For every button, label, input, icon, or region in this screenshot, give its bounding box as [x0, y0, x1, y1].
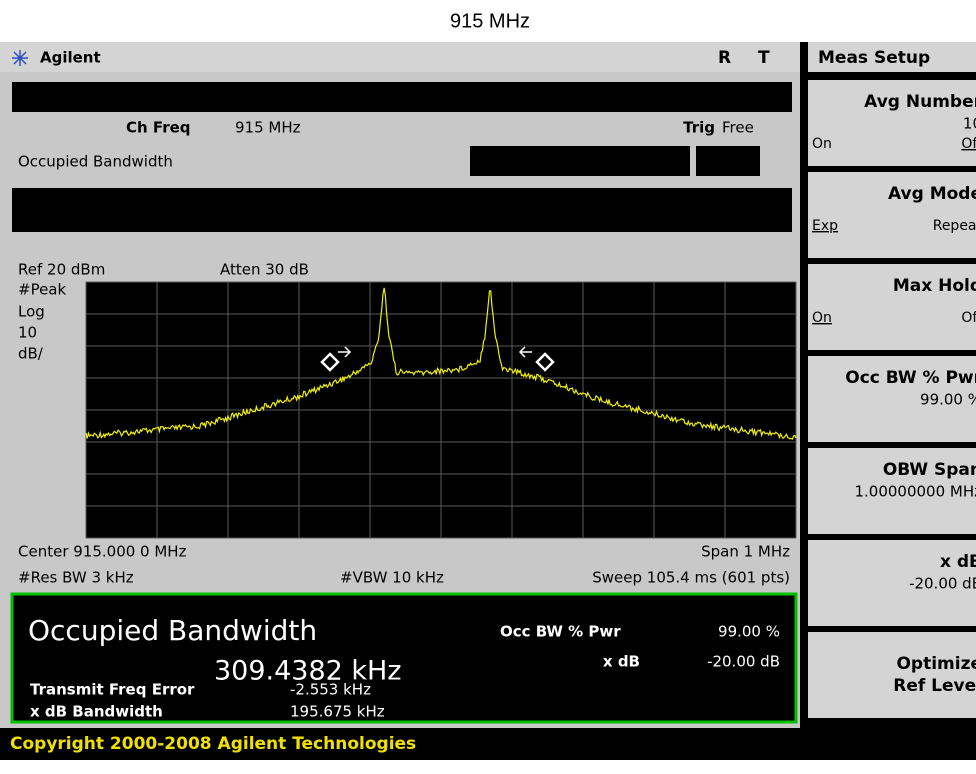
label: x dB	[603, 653, 640, 671]
menu-title: Meas Setup	[818, 48, 930, 68]
vbw: #VBW 10 kHz	[340, 569, 444, 587]
softkey-option: Repeat	[933, 218, 976, 234]
softkey-label: OBW Span	[883, 460, 976, 480]
page-title: 915 MHz	[450, 10, 530, 32]
softkey-face	[808, 264, 976, 350]
grid	[85, 281, 797, 539]
softkey-option: On	[812, 136, 832, 152]
value: 99.00 %	[718, 623, 780, 641]
softkey-label: Optimize	[896, 654, 976, 674]
softkey-option: Off	[961, 310, 976, 326]
softkey-label: x dB	[940, 552, 976, 572]
softkey-label: Ref Level	[893, 676, 976, 696]
bandwidth: 309.4382 kHz	[214, 656, 402, 687]
softkey-face	[808, 356, 976, 442]
softkey[interactable]: OBW Span 1.00000000 MHz	[808, 448, 976, 534]
softkey-label: Avg Number	[864, 92, 976, 112]
black-field	[12, 82, 792, 112]
softkey-label: Occ BW % Pwr	[845, 368, 976, 388]
value: -20.00 dB	[707, 653, 780, 671]
softkey[interactable]: Avg Mode Exp Repeat	[808, 172, 976, 258]
detector: #Peak	[18, 281, 66, 299]
softkey-face	[808, 632, 976, 718]
center-freq: Center 915.000 0 MHz	[18, 543, 187, 561]
indicator: R	[718, 48, 731, 68]
softkey-option: Exp	[812, 218, 838, 234]
softkey-value: 1.00000000 MHz	[854, 483, 976, 501]
attenuation: Atten 30 dB	[220, 261, 309, 279]
menu-header	[808, 42, 976, 72]
label: Occ BW % Pwr	[500, 623, 621, 641]
sweep: Sweep 105.4 ms (601 pts)	[592, 569, 790, 587]
res-bw: #Res BW 3 kHz	[18, 569, 134, 587]
black-field	[696, 146, 760, 176]
softkey-face	[808, 80, 976, 166]
label: x dB Bandwidth	[30, 703, 163, 721]
softkey[interactable]: Avg Number 10 On Off	[808, 80, 976, 166]
indicator: T	[758, 48, 770, 68]
softkey[interactable]: Max Hold On Off	[808, 264, 976, 350]
label: Trig	[683, 119, 715, 137]
copyright: Copyright 2000-2008 Agilent Technologies	[10, 734, 416, 754]
trace	[85, 287, 797, 440]
ref-level: Ref 20 dBm	[18, 261, 105, 279]
status-bar	[0, 728, 976, 760]
softkey-option: On	[812, 310, 832, 326]
softkey-face	[808, 172, 976, 258]
value: 915 MHz	[235, 119, 301, 137]
softkey-face	[808, 448, 976, 534]
softkey-value: 10	[963, 115, 976, 133]
softkey-value: -20.00 dB	[909, 575, 976, 593]
top-bar	[0, 42, 800, 72]
softkey-label: Max Hold	[893, 276, 976, 296]
value: 195.675 kHz	[290, 703, 385, 721]
results-box	[10, 592, 798, 724]
softkey[interactable]: Occ BW % Pwr 99.00 %	[808, 356, 976, 442]
brand: Agilent	[40, 49, 101, 67]
scale-label: dB/	[18, 345, 44, 363]
measurement: Occupied Bandwidth	[18, 153, 173, 171]
scale-label: Log	[18, 303, 45, 321]
span: Span 1 MHz	[701, 543, 790, 561]
softkey-face	[808, 540, 976, 626]
softkey-label: Avg Mode	[888, 184, 976, 204]
logo	[12, 50, 28, 66]
black-field	[12, 188, 792, 232]
label: Transmit Freq Error	[30, 681, 195, 699]
value: Free	[722, 119, 754, 137]
scale-label: 10	[18, 324, 37, 342]
softkey[interactable]: x dB -20.00 dB	[808, 540, 976, 626]
label: Ch Freq	[126, 119, 191, 137]
results-title: Occupied Bandwidth	[28, 614, 317, 647]
markers	[320, 346, 555, 372]
black-field	[470, 146, 690, 176]
value: -2.553 kHz	[290, 681, 371, 699]
softkey-option: Off	[961, 136, 976, 152]
softkey-value: 99.00 %	[920, 391, 976, 409]
